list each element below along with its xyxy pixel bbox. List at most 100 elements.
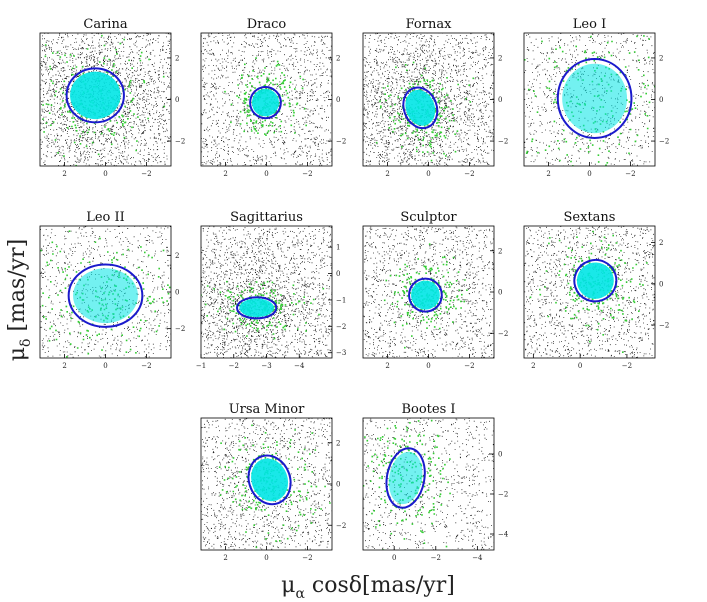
panel-title: Carina	[83, 17, 127, 32]
panel-ursa-minor: Ursa Minor 2 0 −2 2 0 −2	[200, 402, 346, 562]
x-tick-label: 2	[531, 362, 535, 370]
x-axis-label: μα cosδ[mas/yr]	[281, 573, 455, 602]
panel-title: Sagittarius	[230, 210, 303, 225]
selection-ellipse	[408, 277, 443, 313]
panel-carina: Carina 2 0 −2 2 0 −2	[39, 17, 185, 178]
y-tick-label: 0	[498, 289, 502, 297]
y-tick-label: 0	[175, 289, 179, 297]
panel-leo-ii: Leo II 2 0 −2 2 0 −2	[39, 210, 185, 370]
field-stars	[201, 33, 332, 166]
x-tick-label: −2	[464, 170, 474, 178]
panel-frame	[523, 225, 656, 359]
x-tick-label: 0	[392, 554, 396, 562]
x-tick-label: 2	[385, 362, 389, 370]
x-tick-label: −1	[196, 362, 206, 370]
y-tick-label: 2	[175, 54, 179, 62]
core-members	[562, 63, 628, 134]
x-tick-label: −2	[464, 362, 474, 370]
y-tick-label: 0	[659, 280, 663, 288]
selection-ellipse	[385, 447, 426, 509]
y-tick-label: −1	[336, 296, 346, 304]
core-members	[73, 268, 138, 324]
y-tick-label: 2	[659, 54, 663, 62]
y-tick-label: 2	[498, 247, 502, 255]
x-tick-label: −2	[141, 170, 151, 178]
core-members	[411, 280, 440, 310]
y-tick-label: 0	[336, 270, 340, 278]
core-members	[576, 262, 614, 299]
y-tick-label: 0	[498, 451, 502, 459]
panel-title: Fornax	[406, 17, 452, 32]
x-tick-label: 2	[62, 170, 66, 178]
x-tick-label: 0	[264, 170, 268, 178]
selection-ellipse	[67, 263, 144, 328]
x-tick-label: 0	[578, 362, 582, 370]
y-tick-label: −2	[659, 138, 669, 146]
core-members	[388, 451, 423, 505]
y-tick-label: 1	[336, 244, 340, 252]
y-tick-label: −2	[498, 330, 508, 338]
y-tick-label: −2	[336, 522, 346, 530]
selection-ellipse	[573, 258, 618, 303]
y-tick-label: −3	[336, 349, 346, 357]
selection-ellipse	[402, 86, 439, 130]
selection-ellipse	[65, 67, 125, 124]
x-tick-label: 0	[103, 362, 107, 370]
x-tick-label: −2	[302, 554, 312, 562]
core-members	[251, 88, 279, 117]
panel-fornax: Fornax 2 0 −2 2 0 −2	[362, 17, 508, 178]
x-tick-label: 0	[587, 170, 591, 178]
core-members	[251, 458, 289, 502]
y-tick-label: −2	[175, 325, 185, 333]
selection-ellipse	[556, 57, 633, 139]
panel-title: Sculptor	[400, 210, 457, 225]
y-tick-label: −2	[336, 138, 346, 146]
x-tick-label: 0	[426, 170, 430, 178]
field-stars	[363, 33, 494, 166]
selection-ellipse	[247, 454, 292, 506]
y-tick-label: −4	[498, 531, 509, 539]
panels-layer: Carina 2 0 −2 2 0 −2 Draco 2 0 −2 2 0 −2 Fornax 2 0 −2 2 0 −…	[39, 17, 669, 562]
x-tick-label: −2	[622, 362, 632, 370]
x-tick-label: −2	[302, 170, 312, 178]
x-tick-label: −4	[472, 554, 483, 562]
panel-title: Bootes I	[401, 402, 455, 417]
core-members	[70, 71, 121, 120]
y-tick-label: 2	[336, 439, 340, 447]
y-tick-label: −2	[336, 323, 346, 331]
y-tick-label: 0	[336, 481, 340, 489]
y-axis-label: μδ [mas/yr]	[5, 239, 34, 362]
x-tick-label: −2	[431, 554, 441, 562]
y-tick-label: 2	[336, 54, 340, 62]
panel-sagittarius: Sagittarius −1 −2 −3 −4 1 0 −1 −2 −3	[196, 210, 346, 370]
panel-sculptor: Sculptor 2 0 −2 2 0 −2	[362, 210, 508, 370]
panel-bootes-i: Bootes I 0 −2 −4 0 −2 −4	[362, 402, 509, 562]
x-tick-label: 2	[223, 554, 227, 562]
y-tick-label: −2	[659, 322, 669, 330]
y-tick-label: 2	[659, 239, 663, 247]
x-tick-label: 0	[103, 170, 107, 178]
x-tick-label: 0	[264, 554, 268, 562]
selection-ellipse	[236, 296, 278, 320]
core-members	[239, 298, 274, 318]
selection-ellipse	[249, 86, 282, 120]
y-tick-label: −2	[498, 491, 508, 499]
x-tick-label: 2	[385, 170, 389, 178]
panel-leo-i: Leo I 2 0 −2 2 0 −2	[523, 17, 669, 178]
y-tick-label: 2	[175, 252, 179, 260]
panel-title: Ursa Minor	[229, 402, 305, 417]
x-tick-label: 2	[223, 170, 227, 178]
x-tick-label: −3	[261, 362, 271, 370]
y-tick-label: 0	[175, 96, 179, 104]
y-tick-label: −2	[498, 138, 508, 146]
y-tick-label: 0	[498, 96, 502, 104]
x-tick-label: −2	[141, 362, 151, 370]
x-tick-label: 2	[62, 362, 66, 370]
x-tick-label: −2	[229, 362, 239, 370]
y-tick-label: 0	[336, 96, 340, 104]
x-tick-label: −4	[294, 362, 305, 370]
y-tick-label: 2	[498, 54, 502, 62]
y-tick-label: −2	[175, 138, 185, 146]
panel-frame	[362, 417, 495, 551]
